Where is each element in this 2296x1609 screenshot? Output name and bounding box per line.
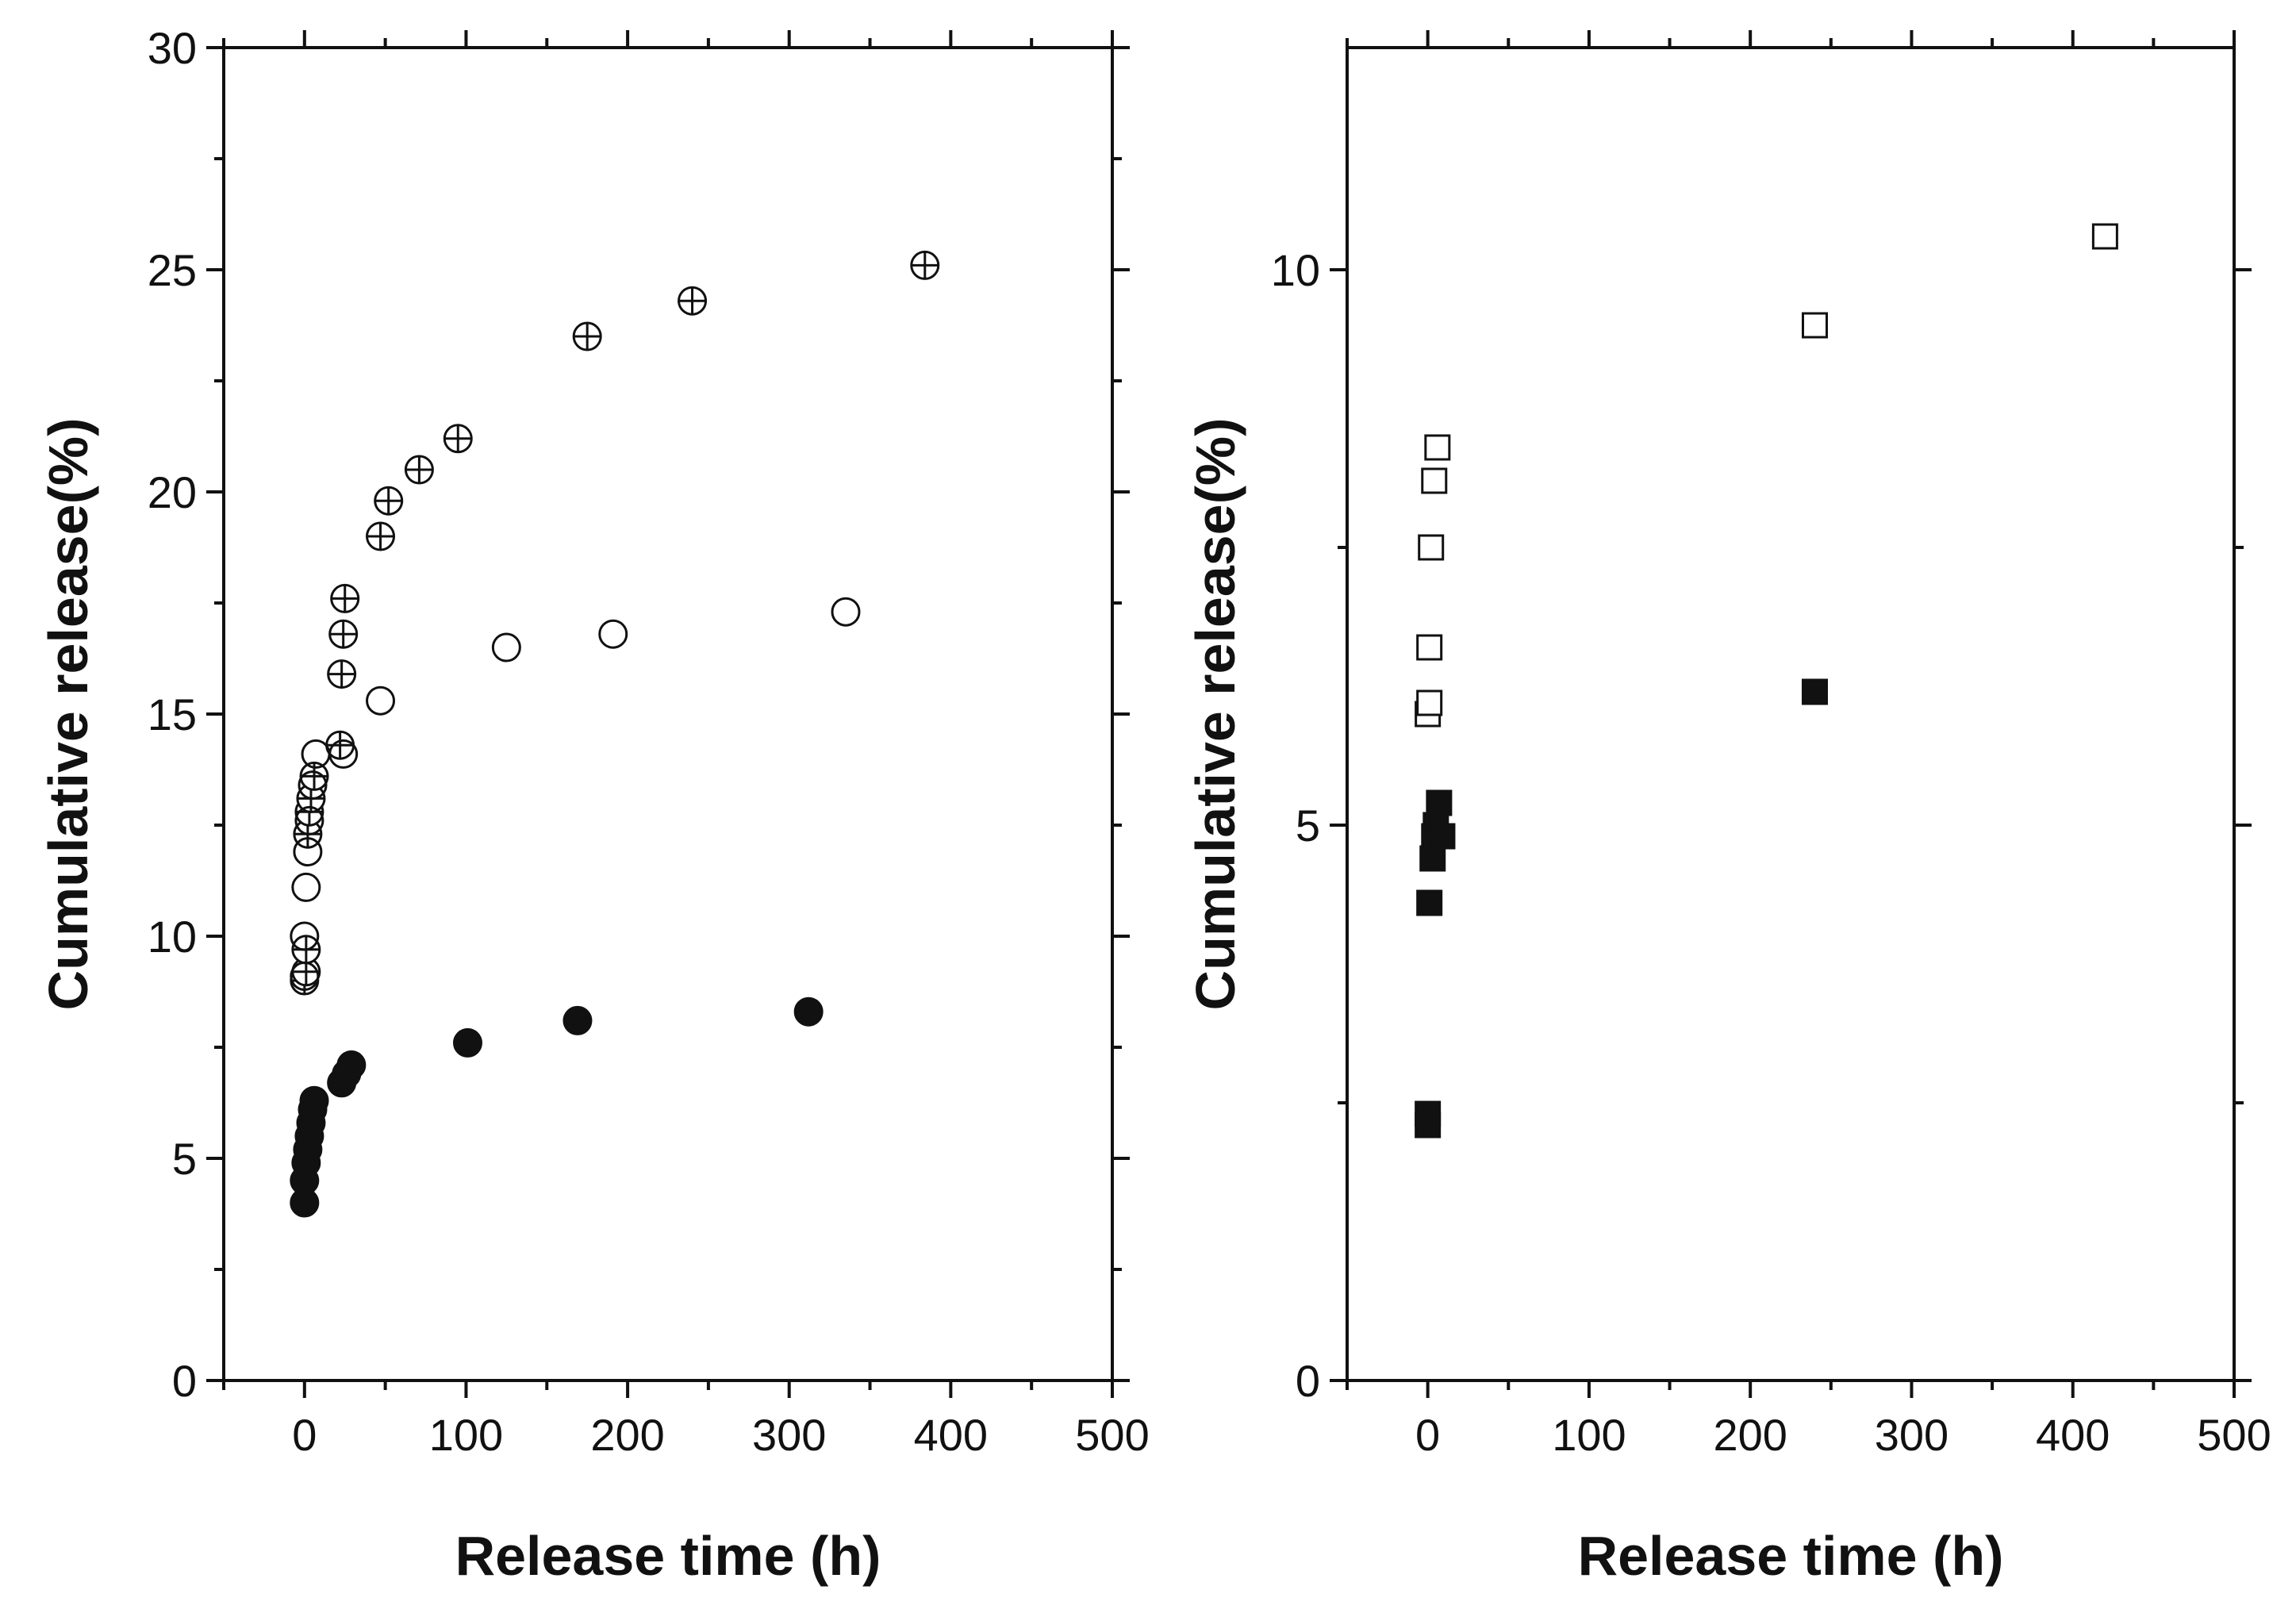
x-tick-label: 500: [1075, 1410, 1149, 1460]
data-point-circle-plus: [404, 455, 434, 485]
data-point-circle-plus: [330, 583, 360, 613]
y-tick-label: 5: [1296, 801, 1320, 851]
data-point-square-open: [1418, 534, 1445, 561]
right-x-axis-title: Release time (h): [1578, 1525, 2004, 1587]
x-tick-label: 400: [2036, 1410, 2110, 1460]
left-x-ticks: 0 100 200 300 400 500: [222, 30, 1150, 1460]
left-y-ticks: 0 5 10 15 20 25 30: [148, 23, 1130, 1406]
x-tick-label: 300: [1875, 1410, 1949, 1460]
right-x-ticks: 0 100 200 300 400 500: [1346, 30, 2271, 1460]
y-tick-label: 0: [1296, 1356, 1320, 1406]
data-point-square-open: [2091, 223, 2118, 250]
data-point-circle-open: [831, 597, 861, 627]
data-point-circle-plus: [678, 286, 708, 316]
data-point-circle-open: [290, 921, 320, 951]
right-panel: 0 100 200 300 400 500 0 5 10 Release time (h) C…: [1184, 30, 2271, 1587]
data-point-circle-filled: [562, 1005, 593, 1035]
data-point-square-filled: [1429, 823, 1456, 850]
right-y-axis-title: Cumulative release(%): [1184, 418, 1246, 1011]
data-point-circle-open: [366, 685, 396, 716]
data-point-circle-plus: [299, 761, 329, 791]
right-plot-frame: [1346, 46, 2236, 1382]
y-tick-label: 10: [1271, 245, 1320, 295]
data-point-square-open: [1801, 312, 1828, 339]
data-point-circle-plus: [572, 321, 602, 351]
data-point-circle-plus: [443, 424, 473, 454]
data-point-square-filled: [1801, 678, 1828, 705]
y-tick-label: 10: [148, 912, 197, 962]
data-point-circle-filled: [793, 997, 824, 1027]
data-point-circle-open: [291, 872, 321, 902]
data-point-square-open: [1424, 434, 1451, 461]
x-tick-label: 0: [1415, 1410, 1440, 1460]
data-point-square-filled: [1416, 889, 1443, 916]
data-point-square-filled: [1415, 1100, 1442, 1127]
x-tick-label: 0: [292, 1410, 317, 1460]
data-point-circle-plus: [366, 521, 396, 551]
data-point-square-open: [1421, 467, 1448, 494]
data-point-circle-plus: [374, 486, 404, 516]
data-point-circle-open: [598, 619, 628, 649]
data-point-circle-open: [294, 805, 324, 835]
data-point-circle-plus: [910, 250, 940, 280]
data-point-circle-open: [491, 632, 521, 662]
data-point-square-open: [1416, 689, 1443, 716]
data-point-square-filled: [1426, 789, 1453, 816]
data-point-circle-open: [293, 837, 323, 867]
y-tick-label: 20: [148, 467, 197, 517]
y-tick-label: 30: [148, 23, 197, 73]
data-point-circle-plus: [328, 619, 359, 649]
left-x-axis-title: Release time (h): [455, 1525, 881, 1587]
data-point-circle-open: [290, 961, 320, 991]
x-tick-label: 100: [429, 1410, 503, 1460]
data-point-square-filled: [1419, 845, 1446, 872]
x-tick-label: 200: [590, 1410, 664, 1460]
left-plot-frame: [222, 46, 1114, 1382]
x-tick-label: 200: [1713, 1410, 1787, 1460]
y-tick-label: 15: [148, 689, 197, 739]
y-tick-label: 5: [172, 1134, 197, 1184]
x-tick-label: 300: [752, 1410, 826, 1460]
data-point-circle-open: [328, 739, 359, 769]
x-tick-label: 500: [2197, 1410, 2271, 1460]
data-point-circle-plus: [327, 659, 357, 689]
right-y-ticks: 0 5 10: [1271, 245, 2252, 1406]
data-point-circle-filled: [299, 1085, 329, 1116]
left-y-axis-title: Cumulative release(%): [37, 418, 99, 1011]
x-tick-label: 400: [914, 1410, 988, 1460]
data-point-circle-filled: [336, 1050, 367, 1080]
data-point-square-open: [1416, 634, 1443, 661]
y-tick-label: 0: [172, 1356, 197, 1406]
left-markers: [290, 250, 940, 1218]
left-panel: 0 100 200 300 400 500 0 5 10 15 20 25 30 Release ti…: [37, 23, 1150, 1587]
x-tick-label: 100: [1552, 1410, 1626, 1460]
y-tick-label: 25: [148, 245, 197, 295]
right-markers: [1415, 223, 2118, 1139]
data-point-circle-filled: [452, 1027, 482, 1058]
data-point-circle-open: [298, 770, 328, 801]
